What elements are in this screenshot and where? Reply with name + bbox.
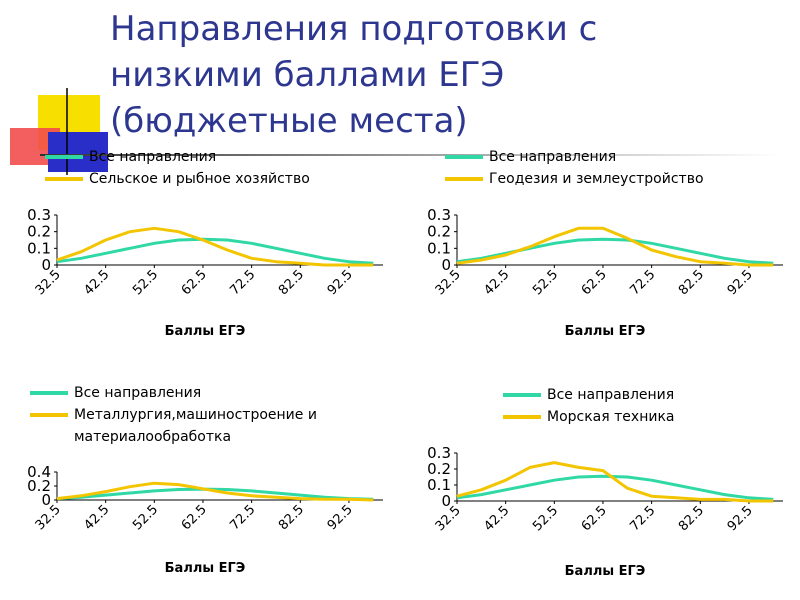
x-tick-label: 52.5 (530, 503, 561, 534)
x-tick-label: 72.5 (227, 267, 258, 298)
x-tick-label: 82.5 (276, 267, 307, 298)
y-tick-label: 0.3 (427, 444, 451, 462)
legend: Все направления Геодезия и землеустройств… (445, 146, 785, 190)
x-tick-label: 82.5 (676, 267, 707, 298)
series-line (56, 481, 374, 502)
legend-label: Морская техника (547, 409, 675, 425)
legend: Все направления Сельское и рыбное хозяйст… (45, 146, 385, 190)
legend-label: Все направления (74, 385, 202, 401)
y-tick-label: 0.2 (27, 477, 51, 495)
x-tick-label: 32.5 (33, 502, 64, 533)
y-tick-label: 0.2 (27, 223, 51, 241)
legend-swatch (45, 177, 83, 181)
series-line (456, 226, 774, 267)
x-tick-label: 62.5 (579, 503, 610, 534)
legend-label: Все направления (489, 149, 617, 165)
x-axis-label: Баллы ЕГЭ (165, 561, 246, 576)
legend-entry: Все направления (445, 146, 785, 168)
x-tick-label: 92.5 (725, 503, 756, 534)
x-tick-label: 42.5 (481, 503, 512, 534)
y-tick-label: 0.1 (427, 476, 451, 494)
x-tick-label: 72.5 (227, 502, 258, 533)
series-line (456, 461, 774, 503)
x-tick-label: 52.5 (130, 502, 161, 533)
legend-entry: Геодезия и землеустройство (445, 168, 785, 190)
x-tick-label: 62.5 (179, 267, 210, 298)
legend-entry: Все направления (503, 384, 783, 406)
series-line (456, 474, 774, 501)
x-tick-label: 82.5 (276, 502, 307, 533)
legend-swatch (445, 155, 483, 159)
x-tick-label: 72.5 (627, 503, 658, 534)
legend-label: Все направления (89, 149, 217, 165)
y-tick-label: 0.2 (427, 460, 451, 478)
x-tick-label: 42.5 (481, 267, 512, 298)
y-tick-label: 0.2 (427, 223, 451, 241)
legend: Все направления Металлургия,машиностроени… (30, 382, 380, 448)
legend-swatch (30, 391, 68, 395)
x-tick-label: 82.5 (676, 503, 707, 534)
y-tick-label: 0.1 (27, 239, 51, 257)
series-line (456, 237, 774, 265)
legend-swatch (45, 155, 83, 159)
series-line (56, 237, 374, 265)
x-tick-label: 32.5 (33, 267, 64, 298)
slide-title: Направления подготовки с низкими баллами… (110, 9, 598, 141)
y-tick-label: 0 (441, 492, 451, 510)
deco-square (48, 132, 108, 172)
x-tick-label: 72.5 (627, 267, 658, 298)
y-tick-label: 0.3 (27, 206, 51, 224)
legend-entry: Металлургия,машиностроение и материалооб… (30, 404, 380, 448)
legend-label: Сельское и рыбное хозяйство (89, 171, 310, 187)
x-tick-label: 42.5 (81, 267, 112, 298)
legend-entry: Морская техника (503, 406, 783, 428)
legend-entry: Сельское и рыбное хозяйство (45, 168, 385, 190)
x-axis-label: Баллы ЕГЭ (565, 564, 646, 579)
title-rule (40, 154, 780, 156)
y-tick-label: 0 (41, 491, 51, 509)
y-tick-label: 0 (441, 256, 451, 274)
x-tick-label: 42.5 (81, 502, 112, 533)
x-tick-label: 32.5 (433, 503, 464, 534)
x-tick-label: 52.5 (130, 267, 161, 298)
x-tick-label: 32.5 (433, 267, 464, 298)
legend-label: Геодезия и землеустройство (489, 171, 704, 187)
legend-swatch (503, 393, 541, 397)
legend-entry: Все направления (30, 382, 380, 404)
y-tick-label: 0 (41, 256, 51, 274)
x-tick-label: 92.5 (725, 267, 756, 298)
legend: Все направления Морская техника (503, 384, 783, 428)
x-tick-label: 52.5 (530, 267, 561, 298)
x-axis-label: Баллы ЕГЭ (565, 324, 646, 339)
x-axis-label: Баллы ЕГЭ (165, 324, 246, 339)
x-tick-label: 92.5 (325, 502, 356, 533)
x-tick-label: 62.5 (179, 502, 210, 533)
series-line (56, 487, 374, 501)
legend-swatch (445, 177, 483, 181)
legend-entry: Все направления (45, 146, 385, 168)
x-tick-label: 92.5 (325, 267, 356, 298)
y-tick-label: 0.3 (427, 206, 451, 224)
y-tick-label: 0.1 (427, 239, 451, 257)
legend-swatch (503, 415, 541, 419)
legend-swatch (30, 413, 68, 417)
y-tick-label: 0.4 (27, 463, 51, 481)
legend-label: Все направления (547, 387, 675, 403)
legend-label: Металлургия,машиностроение и материалооб… (74, 407, 317, 445)
series-line (56, 226, 374, 267)
x-tick-label: 62.5 (579, 267, 610, 298)
